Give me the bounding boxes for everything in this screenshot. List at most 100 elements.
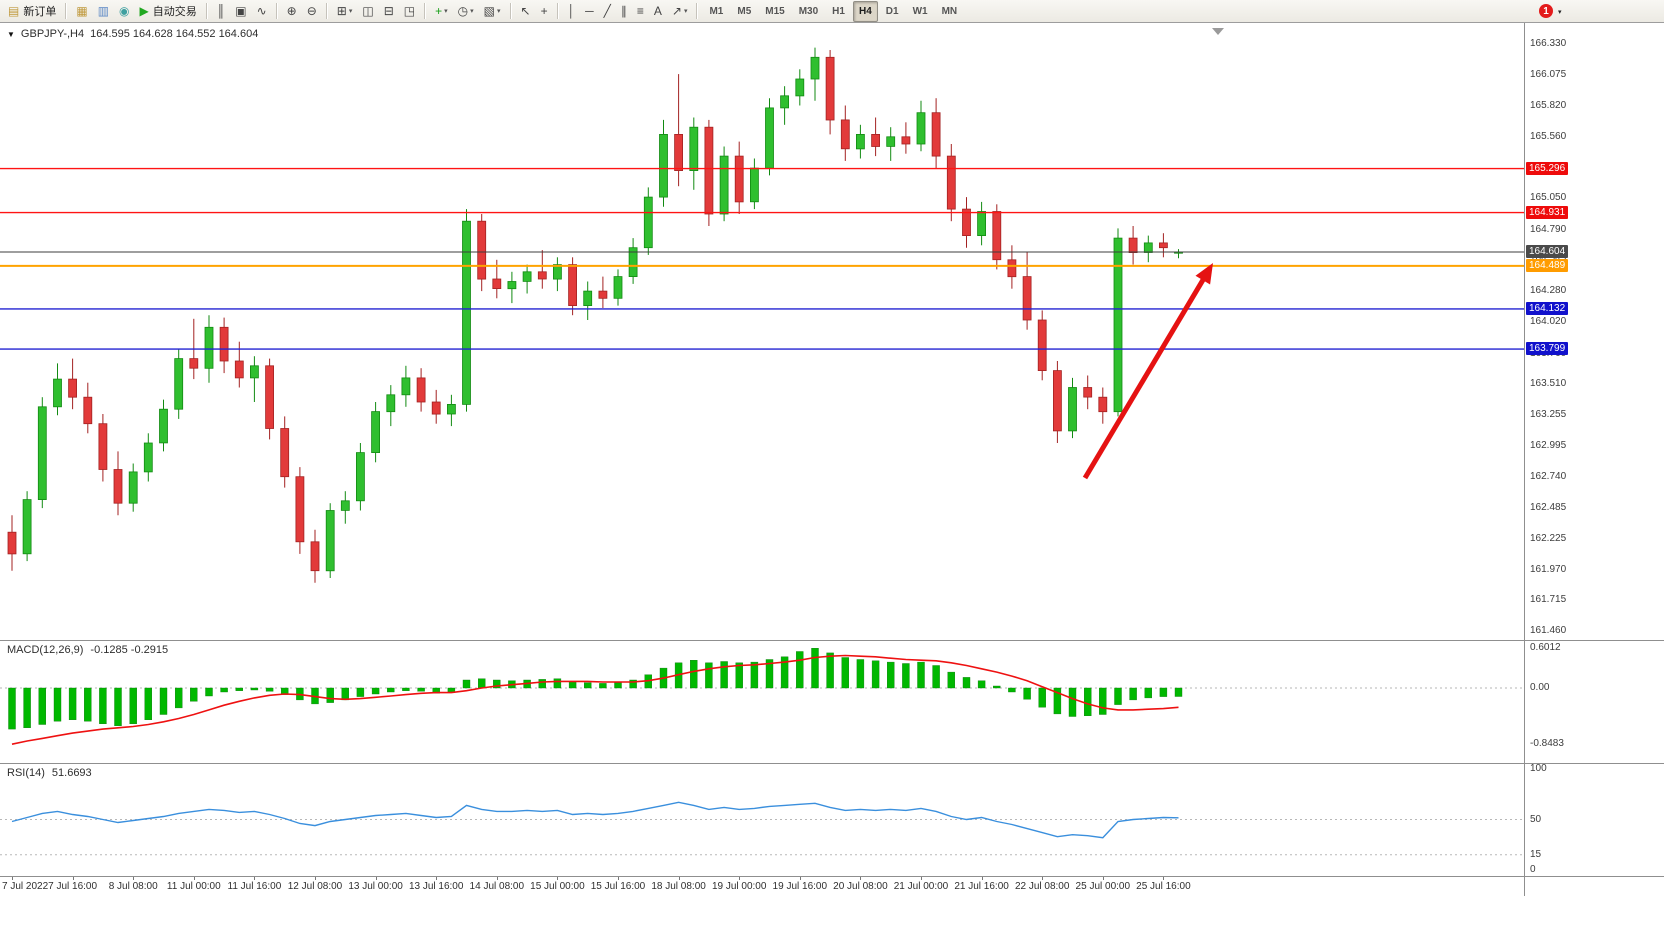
- data-window-button[interactable]: ▥: [94, 1, 113, 22]
- macd-bar: [220, 687, 228, 693]
- chart-title: ▼ GBPJPY-,H4 164.595 164.628 164.552 164…: [7, 28, 258, 40]
- candle: [401, 365, 411, 407]
- rsi-panel[interactable]: RSI(14) 51.6693: [0, 764, 1524, 876]
- zoom-in-button[interactable]: ⊕: [283, 1, 301, 22]
- time-axis-tick: [799, 877, 801, 880]
- candle: [810, 47, 820, 101]
- timeframe-mn-button[interactable]: MN: [941, 5, 958, 17]
- macd-bar: [493, 679, 501, 689]
- panel-separator[interactable]: [0, 876, 1664, 877]
- time-axis-tick: [436, 877, 438, 880]
- tile-windows-button[interactable]: ◫: [358, 1, 377, 22]
- line-chart-icon: ∿: [256, 4, 267, 18]
- arrows-icon: ↗: [671, 4, 682, 18]
- macd-bar: [129, 687, 137, 724]
- periods-button[interactable]: ◷ ▾: [454, 1, 478, 22]
- bar-chart-button[interactable]: ║: [213, 1, 230, 22]
- trend-arrow[interactable]: [1082, 272, 1210, 480]
- candle: [553, 257, 562, 292]
- macd-bar: [53, 687, 62, 722]
- candle: [1143, 235, 1153, 263]
- zoom-out-button[interactable]: ⊖: [303, 1, 321, 22]
- macd-bar: [205, 687, 213, 697]
- panel-separator[interactable]: [0, 763, 1664, 764]
- candlestick-chart-icon: ▣: [235, 4, 247, 18]
- timeframe-m5-button[interactable]: M5: [737, 5, 752, 17]
- price-axis-label: 164.790: [1530, 223, 1567, 235]
- new-chart-button[interactable]: ⊞ ▾: [333, 1, 357, 22]
- candle: [856, 124, 865, 159]
- horizontal-line-button[interactable]: ─: [581, 1, 598, 22]
- arrows-button[interactable]: ↗ ▾: [668, 1, 692, 22]
- vertical-line-button[interactable]: │: [564, 1, 580, 22]
- fibonacci-button[interactable]: ≡: [633, 1, 648, 22]
- macd-bar: [371, 687, 380, 695]
- macd-bar: [114, 687, 122, 726]
- arrange-windows-button[interactable]: ◳: [400, 1, 419, 22]
- autotrading-button[interactable]: ▶ 自动交易: [136, 1, 201, 22]
- zoom-in-icon: ⊕: [286, 4, 297, 18]
- resistance-line-2-price-tag: 164.931: [1526, 205, 1569, 219]
- time-axis-label: 7 Jul 2022: [2, 881, 49, 892]
- macd-axis-label: -0.8483: [1530, 738, 1564, 750]
- candle: [916, 100, 926, 152]
- price-axis-label: 161.460: [1530, 625, 1567, 636]
- time-axis[interactable]: 7 Jul 2022 7 Jul 16:00 8 Jul 08:00 11 Jul 0…: [0, 877, 1524, 897]
- price-chart-panel[interactable]: ▼ GBPJPY-,H4 164.595 164.628 164.552 164…: [0, 23, 1524, 640]
- candle: [1098, 387, 1108, 424]
- cursor-button[interactable]: ↖: [517, 1, 535, 22]
- candle: [689, 117, 699, 190]
- timeframe-h4-button[interactable]: H4: [852, 0, 878, 22]
- candle: [7, 515, 17, 571]
- price-axis[interactable]: 166.330166.075165.820165.560165.295165.0…: [1524, 23, 1664, 896]
- timeframe-m15-button[interactable]: M15: [765, 5, 785, 17]
- vertical-line-icon: │: [567, 4, 576, 18]
- macd-label: MACD(12,26,9) -0.1285 -0.2915: [7, 644, 168, 656]
- macd-panel[interactable]: MACD(12,26,9) -0.1285 -0.2915: [0, 641, 1524, 763]
- templates-button[interactable]: ▧ ▾: [480, 1, 505, 22]
- text-button[interactable]: A: [650, 1, 666, 22]
- new-order-button[interactable]: ▤ 新订单: [4, 1, 60, 22]
- navigator-button[interactable]: ◉: [115, 1, 133, 22]
- notification-badge[interactable]: 1: [1539, 4, 1553, 18]
- market-watch-button[interactable]: ▦: [72, 1, 91, 22]
- price-axis-label: 162.995: [1530, 440, 1567, 451]
- candlestick-chart-button[interactable]: ▣: [231, 1, 250, 22]
- timeframe-h1-button[interactable]: H1: [832, 5, 845, 17]
- timeframe-w1-button[interactable]: W1: [912, 5, 928, 17]
- panel-separator[interactable]: [0, 640, 1664, 641]
- time-axis-label: 11 Jul 00:00: [166, 881, 221, 892]
- channel-button[interactable]: ∥: [617, 1, 631, 22]
- caret-down-icon: ▾: [444, 8, 448, 15]
- macd-bar: [356, 687, 365, 697]
- chart-ohlc-values: 164.595 164.628 164.552 164.604: [90, 28, 259, 40]
- trendline-button[interactable]: ╱: [600, 1, 615, 22]
- candle: [674, 74, 683, 187]
- macd-bar: [1159, 687, 1168, 697]
- chart-shift-marker[interactable]: [1212, 28, 1224, 35]
- candle: [780, 86, 789, 125]
- candle: [37, 397, 47, 509]
- time-axis-tick: [315, 877, 316, 880]
- trend-arrow-head[interactable]: [1195, 263, 1214, 285]
- crosshair-button[interactable]: +: [537, 1, 552, 22]
- indicators-button[interactable]: + ▾: [431, 1, 452, 22]
- macd-bar: [38, 687, 46, 725]
- timeframe-m30-button[interactable]: M30: [798, 5, 819, 17]
- cascade-windows-button[interactable]: ⊟: [380, 1, 398, 22]
- time-axis-label: 15 Jul 16:00: [590, 881, 646, 892]
- candle: [431, 389, 441, 424]
- macd-bar: [68, 687, 77, 720]
- rsi-value: 51.6693: [51, 767, 92, 779]
- time-axis-tick: [1163, 877, 1165, 880]
- macd-bar: [765, 659, 774, 689]
- toolbar-separator: [556, 3, 559, 19]
- toolbar-overflow-caret-icon[interactable]: ▾: [1558, 9, 1562, 16]
- timeframe-m1-button[interactable]: M1: [709, 5, 724, 17]
- timeframe-d1-button[interactable]: D1: [885, 5, 899, 17]
- macd-bar: [993, 685, 1001, 689]
- candle: [886, 127, 896, 161]
- line-chart-button[interactable]: ∿: [253, 1, 271, 22]
- resistance-line-1-price-tag: 165.296: [1526, 161, 1569, 175]
- chart-corner-icon[interactable]: ▼: [7, 29, 15, 39]
